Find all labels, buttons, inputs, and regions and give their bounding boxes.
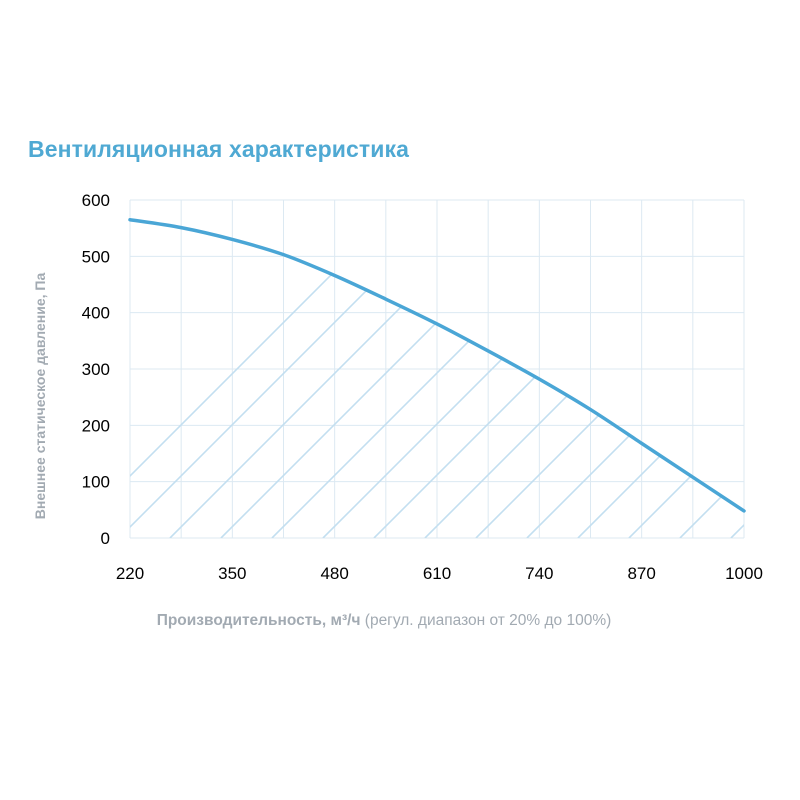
x-tick-label: 610 xyxy=(423,564,451,583)
hatch-line xyxy=(130,219,467,538)
y-tick-label: 100 xyxy=(82,473,110,492)
y-tick-label: 300 xyxy=(82,360,110,379)
y-axis-label: Внешнее статическое давление, Па xyxy=(32,272,48,520)
y-tick-label: 500 xyxy=(82,247,110,266)
x-tick-label: 870 xyxy=(627,564,655,583)
y-tick-label: 600 xyxy=(82,191,110,210)
y-tick-label: 0 xyxy=(101,529,110,548)
y-tick-label: 400 xyxy=(82,304,110,323)
x-axis-title: Производительность, м³/ч xyxy=(156,612,361,629)
y-axis-ticks: 0 100 200 300 400 500 600 xyxy=(82,191,110,548)
chart-title: Вентиляционная характеристика xyxy=(28,136,410,162)
y-tick-label: 200 xyxy=(82,416,110,435)
x-tick-label: 740 xyxy=(525,564,553,583)
x-tick-label: 350 xyxy=(218,564,246,583)
x-tick-label: 220 xyxy=(116,564,144,583)
performance-curve xyxy=(128,217,746,513)
hatch-line xyxy=(782,140,800,538)
x-axis-note: (регул. диапазон от 20% до 100%) xyxy=(364,612,612,629)
hatch-line xyxy=(169,219,569,538)
hatch-line xyxy=(577,219,744,538)
x-axis-ticks: 220 350 480 610 740 870 1000 xyxy=(116,564,763,583)
grid xyxy=(129,199,745,539)
hatch-line xyxy=(130,219,518,538)
x-tick-label: 480 xyxy=(320,564,348,583)
x-tick-label: 1000 xyxy=(725,564,763,583)
hatch-line xyxy=(220,219,620,538)
x-axis-label: Производительность, м³/ч (регул. диапазо… xyxy=(0,612,768,630)
